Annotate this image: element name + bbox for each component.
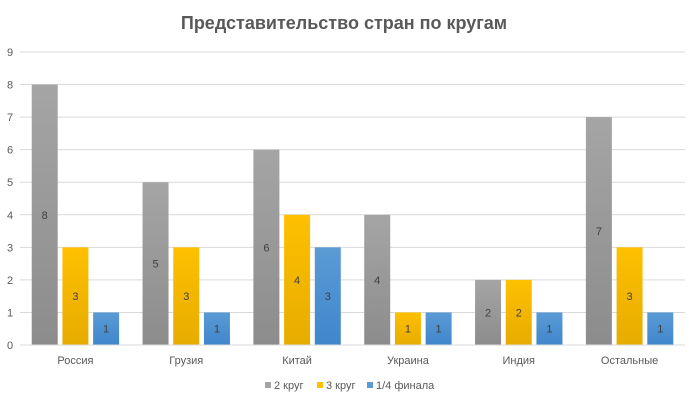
legend-swatch [265,382,271,388]
legend-swatch [317,382,323,388]
y-tick-label: 0 [7,340,13,352]
bar [284,214,311,345]
bar [31,84,58,346]
data-label: 1 [546,324,552,336]
bar [62,247,89,345]
data-label: 1 [436,324,442,336]
data-label: 3 [72,291,78,303]
x-tick-label: Остальные [601,355,658,367]
bar [585,117,612,345]
data-label: 3 [325,291,331,303]
data-label: 1 [405,324,411,336]
bar [203,312,230,345]
y-tick-label: 4 [7,210,13,222]
bar [142,182,169,345]
y-tick-label: 7 [7,112,13,124]
data-label: 1 [103,324,109,336]
x-tick-label: Украина [387,355,430,367]
data-label: 4 [294,275,300,287]
y-tick-label: 8 [7,80,13,92]
x-tick-label: Россия [57,355,93,367]
bar [647,312,674,345]
bar [616,247,643,345]
bar [173,247,200,345]
y-tick-label: 6 [7,145,13,157]
legend-label: 3 круг [326,380,356,392]
data-label: 6 [263,242,269,254]
bar [364,214,391,345]
x-tick-label: Индия [502,355,535,367]
y-tick-label: 2 [7,275,13,287]
x-tick-label: Грузия [169,355,203,367]
x-tick-label: Китай [282,355,312,367]
bar [475,279,502,345]
data-label: 2 [485,307,491,319]
y-tick-label: 9 [7,47,13,59]
legend-label: 2 круг [274,380,304,392]
bar [536,312,563,345]
bar [314,247,341,345]
x-axis: Россия Грузия Китай Украина Индия Остальные [20,344,685,367]
y-tick-label: 3 [7,242,13,254]
data-label: 2 [516,307,522,319]
legend-label: 1/4 финала [376,380,435,392]
data-label: 3 [627,291,633,303]
bar [425,312,452,345]
y-tick-label: 1 [7,307,13,319]
bar [505,279,532,345]
legend: 2 круг 3 круг 1/4 финала [265,380,435,392]
chart-title: Представительство стран по кругам [181,13,507,33]
bar [253,149,280,345]
bar [93,312,120,345]
data-label: 5 [152,259,158,271]
data-label: 1 [657,324,663,336]
data-label: 8 [42,210,48,222]
data-label: 4 [374,275,380,287]
data-label: 7 [596,226,602,238]
legend-swatch [367,382,373,388]
y-tick-label: 5 [7,177,13,189]
data-label: 3 [183,291,189,303]
bars: 8 3 1 5 3 1 6 4 3 4 1 1 2 2 1 7 3 1 [31,84,674,346]
y-axis: 0 1 2 3 4 5 6 7 8 9 [7,47,13,352]
bar [394,312,421,345]
data-label: 1 [214,324,220,336]
gridlines [20,51,685,346]
